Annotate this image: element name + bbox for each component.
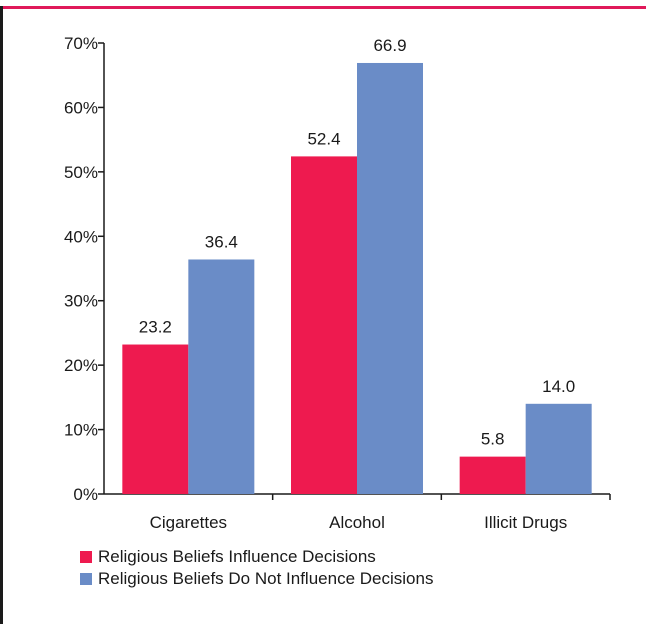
chart-legend: Religious Beliefs Influence Decisions Re… [80, 546, 433, 590]
bar-1 [122, 345, 188, 494]
data-label: 23.2 [139, 318, 172, 337]
bar-1 [460, 457, 526, 494]
bar-2 [526, 404, 592, 494]
data-label: 14.0 [542, 377, 575, 396]
x-category-label: Cigarettes [150, 513, 227, 532]
bar-2 [188, 259, 254, 494]
chart-bars [122, 63, 591, 494]
y-tick-label: 60% [64, 98, 98, 117]
data-label: 52.4 [307, 129, 340, 148]
legend-swatch-series-1 [80, 551, 92, 563]
x-category-label: Illicit Drugs [484, 513, 567, 532]
y-tick-label: 40% [64, 227, 98, 246]
bar-1 [291, 156, 357, 494]
legend-swatch-series-2 [80, 573, 92, 585]
legend-label-series-1: Religious Beliefs Influence Decisions [98, 546, 376, 568]
legend-item-series-2: Religious Beliefs Do Not Influence Decis… [80, 568, 433, 590]
data-label: 36.4 [205, 232, 238, 251]
y-tick-label: 70% [64, 34, 98, 53]
data-label: 66.9 [373, 36, 406, 55]
y-tick-label: 20% [64, 356, 98, 375]
x-category-label: Alcohol [329, 513, 385, 532]
bar-2 [357, 63, 423, 494]
y-tick-label: 50% [64, 163, 98, 182]
y-tick-label: 0% [73, 485, 98, 504]
y-tick-label: 10% [64, 421, 98, 440]
legend-item-series-1: Religious Beliefs Influence Decisions [80, 546, 433, 568]
legend-label-series-2: Religious Beliefs Do Not Influence Decis… [98, 568, 433, 590]
data-label: 5.8 [481, 430, 505, 449]
y-tick-label: 30% [64, 292, 98, 311]
